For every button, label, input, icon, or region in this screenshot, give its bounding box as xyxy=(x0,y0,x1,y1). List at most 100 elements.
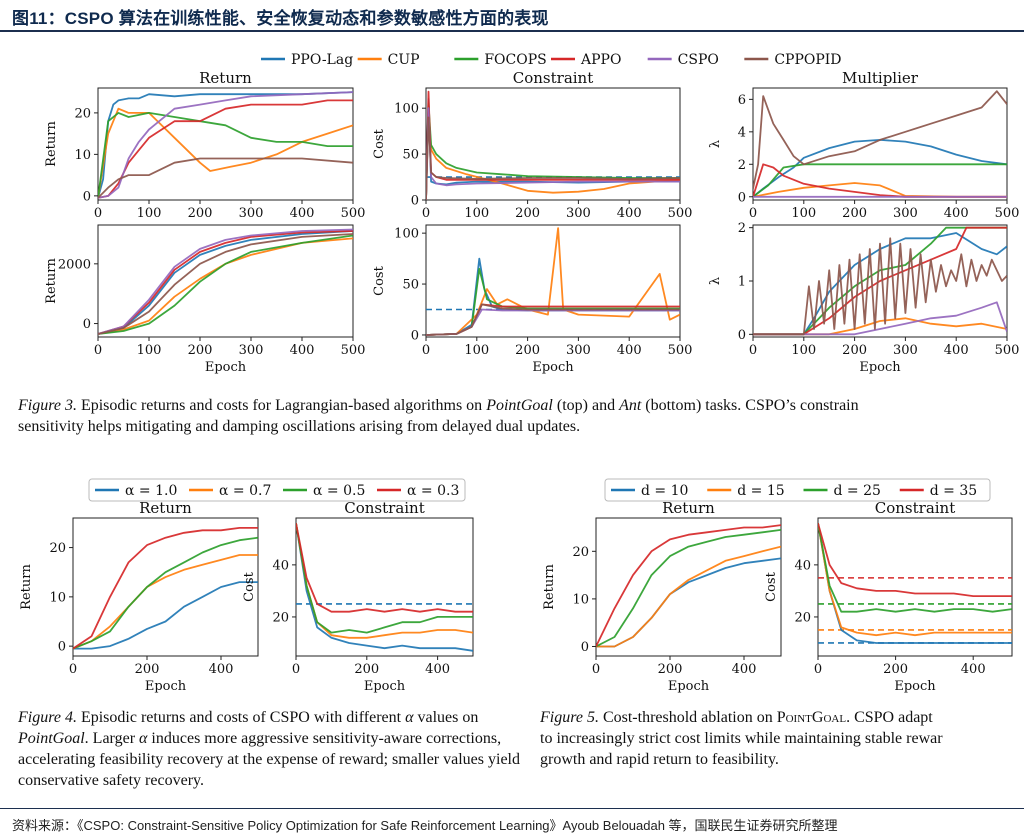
fig3-pg-return-ytick-label: 20 xyxy=(74,106,91,121)
fig3-pg-return-series-line xyxy=(98,91,353,199)
fig3-ant-mult-series-line xyxy=(753,301,1007,336)
fig3-ant-mult-xtick-label: 200 xyxy=(842,343,867,358)
fig3-ant-return-xlabel: Epoch xyxy=(205,360,247,375)
fig5-d-cost-series-line xyxy=(818,523,1012,613)
figure3-caption-env1: PointGoal xyxy=(486,397,553,414)
figure5-label: Figure 5. xyxy=(540,709,599,726)
fig3-pg-cost-ytick-label: 100 xyxy=(394,102,419,117)
fig4-alpha-cost-series-line xyxy=(296,523,473,613)
figure5-caption-text-b: . CSPO adapt xyxy=(846,709,933,726)
fig5-d-return-ytick-label: 20 xyxy=(572,545,589,560)
fig4-alpha-return-xlabel: Epoch xyxy=(145,679,187,694)
fig5-legend-label: d = 15 xyxy=(737,483,784,499)
fig3-pg-mult-xtick-label: 400 xyxy=(944,206,969,221)
fig3-pg-cost-series-line xyxy=(426,107,680,200)
fig4-alpha-return-frame xyxy=(72,517,259,657)
fig5-d-cost-title: Constraint xyxy=(875,499,956,517)
fig4-alpha-cost-xtick-label: 0 xyxy=(292,662,300,677)
fig3-pg-mult-xtick-label: 100 xyxy=(791,206,816,221)
fig3-ant-return-series-line xyxy=(98,233,353,335)
fig5-d-return-xlabel: Epoch xyxy=(668,679,710,694)
fig5-d-return-xtick-label: 400 xyxy=(732,662,757,677)
fig3-ant-cost-xtick-label: 400 xyxy=(617,343,642,358)
fig3-ant-return-xtick-label: 400 xyxy=(290,343,315,358)
header-divider xyxy=(0,30,1024,32)
fig3-pg-cost-xtick-label: 200 xyxy=(515,206,540,221)
fig3-pg-return-xtick-label: 400 xyxy=(290,206,315,221)
figure3-label: Figure 3. xyxy=(18,397,77,414)
fig3-ant-return-xtick-label: 100 xyxy=(137,343,162,358)
fig3-ant-cost-xtick-label: 0 xyxy=(422,343,430,358)
fig4-alpha-return-xtick-label: 0 xyxy=(69,662,77,677)
figure4-caption-alpha: α xyxy=(405,709,414,726)
fig5-legend-frame xyxy=(604,478,991,502)
fig3-pg-return-plot-area xyxy=(98,91,353,199)
fig5-d-return-series-line xyxy=(596,524,781,647)
fig3-pg-mult-plot-area xyxy=(753,90,1007,198)
fig4-alpha-return-plot-area xyxy=(73,527,258,650)
figure4-caption-text-a: Episodic returns and costs of CSPO with … xyxy=(76,709,406,726)
fig3-legend-label: CUP xyxy=(388,52,420,68)
fig4-alpha-cost-ytick-label: 40 xyxy=(272,558,289,573)
fig5-d-cost-xlabel: Epoch xyxy=(894,679,936,694)
figure4-caption-text-c: . Larger xyxy=(84,730,140,747)
fig3-ant-cost-xtick-label: 300 xyxy=(566,343,591,358)
fig3-ant-mult-xtick-label: 0 xyxy=(749,343,757,358)
fig5-d-cost-series-line xyxy=(818,522,1012,597)
fig5-d-return-ytick-label: 0 xyxy=(581,640,589,655)
fig3-pg-mult-series-line xyxy=(753,138,1007,198)
fig5-d-cost-ytick-label: 40 xyxy=(794,558,811,573)
fig3-ant-mult-series-line xyxy=(753,226,1007,336)
fig4-alpha-cost-series-line xyxy=(296,523,473,634)
fig3-ant-return-xtick-label: 0 xyxy=(94,343,102,358)
fig3-pg-mult-title: Multiplier xyxy=(842,69,919,87)
fig3-ant-cost-ytick-label: 0 xyxy=(411,328,419,343)
fig3-pg-cost-xtick-label: 0 xyxy=(422,206,430,221)
fig3-pg-mult-ytick-label: 2 xyxy=(738,158,746,173)
fig3-pg-mult-ytick-label: 6 xyxy=(738,93,746,108)
fig3-ant-mult-xtick-label: 100 xyxy=(791,343,816,358)
fig4-alpha-cost-xtick-label: 200 xyxy=(354,662,379,677)
fig3-pg-mult-xtick-label: 500 xyxy=(995,206,1020,221)
fig4-alpha-return-series-line xyxy=(73,554,258,650)
fig3-ant-mult-ytick-label: 1 xyxy=(738,275,746,290)
fig4-alpha-return-series-line xyxy=(73,527,258,650)
fig3-pg-return-xtick-label: 200 xyxy=(188,206,213,221)
fig3-pg-mult-ylabel: λ xyxy=(708,140,723,148)
fig3-pg-mult-ytick-label: 0 xyxy=(738,190,746,205)
fig4-alpha-return-ytick-label: 0 xyxy=(58,640,66,655)
fig3-ant-return-ytick-label: 0 xyxy=(83,317,91,332)
fig3-pg-cost-xtick-label: 500 xyxy=(668,206,693,221)
fig3-pg-cost-xtick-label: 100 xyxy=(464,206,489,221)
fig3-ant-return-plot-area xyxy=(98,228,353,335)
fig3-pg-return-xtick-label: 0 xyxy=(94,206,102,221)
fig5-d-return-series-line xyxy=(596,545,781,648)
fig3-pg-mult-series-line xyxy=(753,90,1007,189)
fig5-d-return-ylabel: Return xyxy=(542,564,557,610)
fig3-pg-mult-xtick-label: 300 xyxy=(893,206,918,221)
fig3-ant-cost-ylabel: Cost xyxy=(372,265,387,295)
fig3-ant-mult-ytick-label: 2 xyxy=(738,221,746,236)
fig4-legend-label: α = 0.7 xyxy=(219,483,271,499)
fig4-alpha-cost-series-line xyxy=(296,523,473,652)
fig3-ant-return-series-line xyxy=(98,234,353,335)
fig3-ant-cost-xtick-label: 200 xyxy=(515,343,540,358)
fig4-legend-label: α = 1.0 xyxy=(125,483,177,499)
fig5-d-cost-xtick-label: 200 xyxy=(883,662,908,677)
fig4-alpha-return-xtick-label: 400 xyxy=(209,662,234,677)
fig3-pg-return-ylabel: Return xyxy=(44,121,59,167)
figure4-caption-alpha-2: α xyxy=(139,730,148,747)
fig5-d-cost-xtick-label: 0 xyxy=(814,662,822,677)
fig3-pg-cost-xtick-label: 400 xyxy=(617,206,642,221)
fig5-d-cost-ylabel: Cost xyxy=(764,571,779,601)
fig3-ant-cost-ytick-label: 50 xyxy=(402,278,419,293)
figure3-caption-text-c: (bottom) tasks. CSPO’s constrain xyxy=(641,397,859,414)
fig3-ant-mult-xtick-label: 400 xyxy=(944,343,969,358)
figure4-caption-text-b: values on xyxy=(413,709,479,726)
fig3-ant-return-series-line xyxy=(98,237,353,335)
fig5-d-cost-plot-area xyxy=(818,522,1012,644)
fig4-legend-label: α = 0.3 xyxy=(407,483,459,499)
fig3-pg-return-series-line xyxy=(98,157,353,199)
fig4-alpha-cost-xlabel: Epoch xyxy=(364,679,406,694)
figure4-label: Figure 4. xyxy=(18,709,77,726)
